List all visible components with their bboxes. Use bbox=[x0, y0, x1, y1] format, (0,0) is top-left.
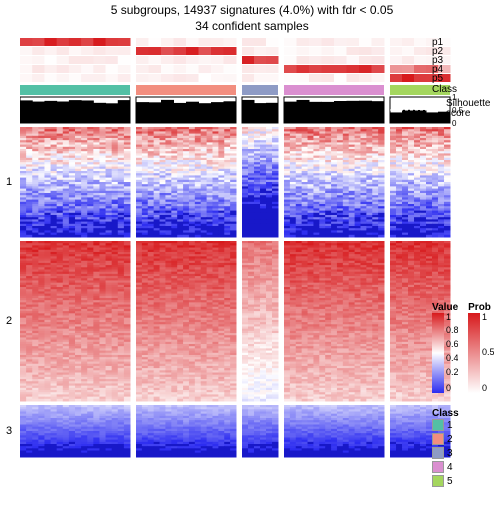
legend-value: Value 10.80.6 0.40.20 Prob 10. bbox=[432, 302, 494, 393]
legend-class-item: 4 bbox=[432, 461, 459, 475]
legend-value-bar: 10.80.6 0.40.20 bbox=[432, 313, 458, 393]
heatmap-block-label: 1 bbox=[6, 176, 12, 188]
legend-class-item: 2 bbox=[432, 433, 459, 447]
svg-text:0: 0 bbox=[452, 119, 457, 128]
silhouette-label2: score bbox=[446, 108, 470, 119]
legend-prob-title: Prob bbox=[468, 302, 494, 313]
heatmap-block-label: 3 bbox=[6, 425, 12, 437]
legend-class: Class 12345 bbox=[432, 408, 459, 489]
title-line1: 5 subgroups, 14937 signatures (4.0%) wit… bbox=[111, 3, 394, 17]
title-line2: 34 confident samples bbox=[195, 19, 308, 33]
legend-class-item: 1 bbox=[432, 419, 459, 433]
legend-value-title: Value bbox=[432, 302, 458, 313]
legend-class-item: 3 bbox=[432, 447, 459, 461]
heatmap-block-label: 2 bbox=[6, 315, 12, 327]
class-band-label: Class bbox=[432, 84, 457, 95]
legend-prob-bar: 10.50 bbox=[468, 313, 494, 393]
prob-row-label: p5 bbox=[432, 73, 443, 84]
legend-class-title: Class bbox=[432, 408, 459, 419]
legend-class-item: 5 bbox=[432, 475, 459, 489]
